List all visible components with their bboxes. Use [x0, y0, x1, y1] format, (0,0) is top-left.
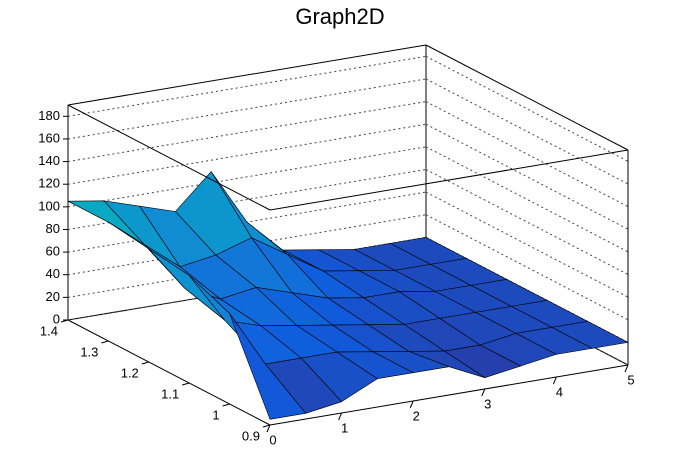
z-tick-label: 100	[38, 198, 60, 213]
y-tick-label: 0.9	[242, 428, 260, 443]
y-tick	[222, 403, 230, 407]
grid-line	[67, 146, 427, 208]
x-tick	[266, 424, 271, 433]
y-tick-label: 1	[212, 407, 219, 422]
y-tick	[141, 361, 149, 365]
grid-line	[67, 55, 427, 117]
y-tick	[101, 340, 109, 344]
grid-line	[67, 101, 427, 163]
z-tick-label: 180	[38, 108, 60, 123]
z-tick-label: 160	[38, 130, 60, 145]
y-tick-label: 1.2	[121, 365, 139, 380]
box-edge	[67, 44, 427, 106]
box-edge	[269, 149, 629, 211]
x-tick	[481, 388, 486, 397]
x-tick-label: 1	[341, 420, 348, 435]
y-tick-label: 1.1	[161, 386, 179, 401]
y-tick	[262, 424, 271, 428]
z-tick-label: 0	[53, 311, 60, 326]
x-tick	[338, 412, 343, 421]
x-tick	[552, 376, 557, 385]
z-tick-label: 140	[38, 153, 60, 168]
x-tick-label: 0	[269, 432, 276, 447]
surface-cell	[229, 313, 307, 420]
box-edge	[269, 364, 629, 426]
x-tick-label: 5	[627, 372, 634, 387]
x-tick-label: 3	[484, 396, 491, 411]
box-edge	[67, 319, 271, 426]
grid-line	[67, 123, 427, 185]
grid-line	[67, 78, 427, 140]
chart-title: Graph2D	[295, 4, 384, 29]
z-tick-label: 80	[46, 221, 60, 236]
box-edge	[425, 44, 629, 151]
x-tick	[409, 400, 414, 409]
y-tick	[60, 319, 69, 323]
z-tick-label: 40	[46, 266, 60, 281]
y-tick-label: 1.4	[40, 323, 58, 338]
y-tick-label: 1.3	[80, 344, 98, 359]
x-tick	[624, 364, 629, 373]
z-tick-label: 20	[46, 289, 60, 304]
z-tick-label: 120	[38, 176, 60, 191]
x-tick-label: 4	[556, 384, 563, 399]
box-edge	[67, 104, 271, 211]
z-tick-label: 60	[46, 244, 60, 259]
y-tick	[182, 382, 190, 386]
x-tick-label: 2	[413, 408, 420, 423]
